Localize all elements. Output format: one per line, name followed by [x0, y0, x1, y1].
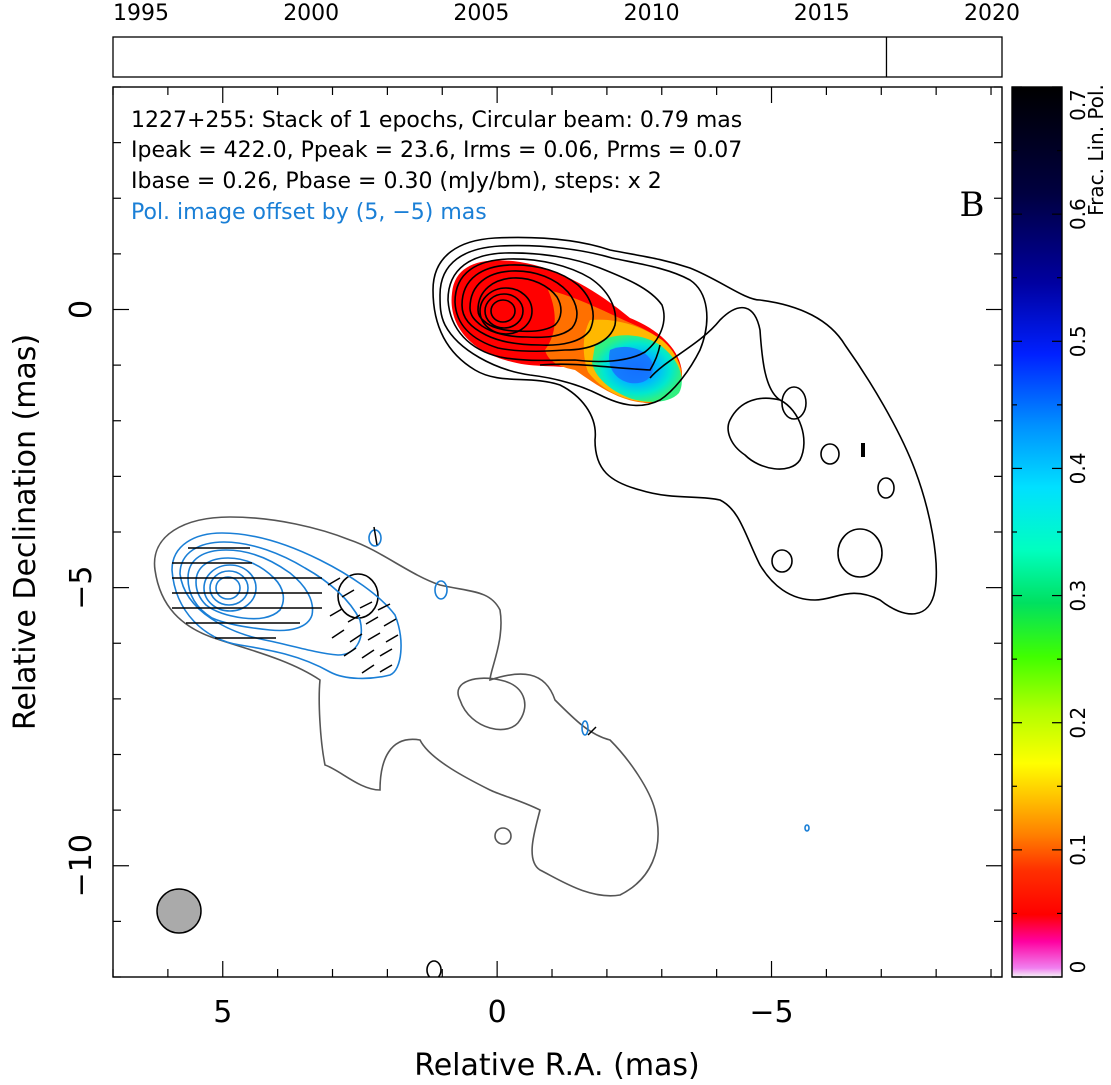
- info-line-2: Ipeak = 422.0, Ppeak = 23.6, Irms = 0.06…: [131, 138, 742, 163]
- y-tick-label: −5: [64, 566, 99, 610]
- timeline-frame: [112, 36, 1003, 78]
- info-box: 1227+255: Stack of 1 epochs, Circular be…: [131, 108, 985, 225]
- colorbar-tick-label: 0.6: [1066, 198, 1090, 230]
- info-line-3: Ibase = 0.26, Pbase = 0.30 (mJy/bm), ste…: [131, 169, 662, 194]
- restoring-beam: [156, 888, 202, 934]
- colorbar-tick-labels: 0 0.1 0.2 0.3 0.4 0.5 0.6 0.7: [1066, 89, 1090, 973]
- x-tick-labels: 5 0 −5: [213, 995, 793, 1030]
- evpa-marker: [861, 443, 865, 457]
- y-tick-label: −10: [64, 834, 99, 897]
- info-line-1: 1227+255: Stack of 1 epochs, Circular be…: [131, 108, 742, 133]
- x-tick-label: 0: [488, 995, 507, 1030]
- evpa-vectors: [172, 526, 597, 736]
- timeline-tick-label: 2010: [624, 1, 680, 26]
- plot-area: 5 0 −5 0 −5 −10 1227+255: Stack of 1 epochs,…: [8, 86, 1003, 1083]
- colorbar-tick-label: 0.4: [1066, 453, 1090, 485]
- pol-offset-note: Pol. image offset by (5, −5) mas: [131, 200, 487, 225]
- x-tick-label: −5: [749, 995, 793, 1030]
- panel-letter: B: [960, 185, 985, 225]
- x-axis-label: Relative R.A. (mas): [414, 1048, 700, 1083]
- intensity-contours: [337, 236, 938, 977]
- polarization-contours: [171, 529, 810, 832]
- timeline-tick-label: 2000: [283, 1, 339, 26]
- colorbar-label: Frac. Lin. Pol.: [1084, 84, 1108, 216]
- x-tick-label: 5: [213, 995, 232, 1030]
- timeline-tick-label: 2015: [794, 1, 850, 26]
- y-tick-labels: 0 −5 −10: [64, 300, 99, 897]
- y-axis-label: Relative Declination (mas): [8, 334, 43, 730]
- colorbar-tick-label: 0.7: [1066, 89, 1090, 121]
- colorbar-ticks: [1012, 86, 1062, 978]
- timeline-tick-label: 1995: [113, 1, 169, 26]
- axis-ticks: [112, 86, 1002, 978]
- colorbar-tick-label: 0.1: [1066, 834, 1090, 866]
- timeline-tick-label: 2020: [964, 1, 1020, 26]
- colorbar-tick-label: 0: [1066, 961, 1090, 974]
- colorbar-tick-label: 0.2: [1066, 707, 1090, 739]
- epoch-timeline: 1995 2000 2005 2010 2015 2020: [112, 1, 1020, 78]
- y-tick-label: 0: [64, 300, 99, 319]
- colorbar-tick-label: 0.5: [1066, 325, 1090, 357]
- colorbar-tick-label: 0.3: [1066, 580, 1090, 612]
- colorbar: 0 0.1 0.2 0.3 0.4 0.5 0.6 0.7 Frac. Lin. Pol.: [1011, 84, 1108, 978]
- offset-intensity-contours: [153, 516, 659, 897]
- timeline-ticks: 1995 2000 2005 2010 2015 2020: [113, 1, 1020, 26]
- timeline-tick-label: 2005: [453, 1, 509, 26]
- colorbar-gradient: [1011, 86, 1063, 978]
